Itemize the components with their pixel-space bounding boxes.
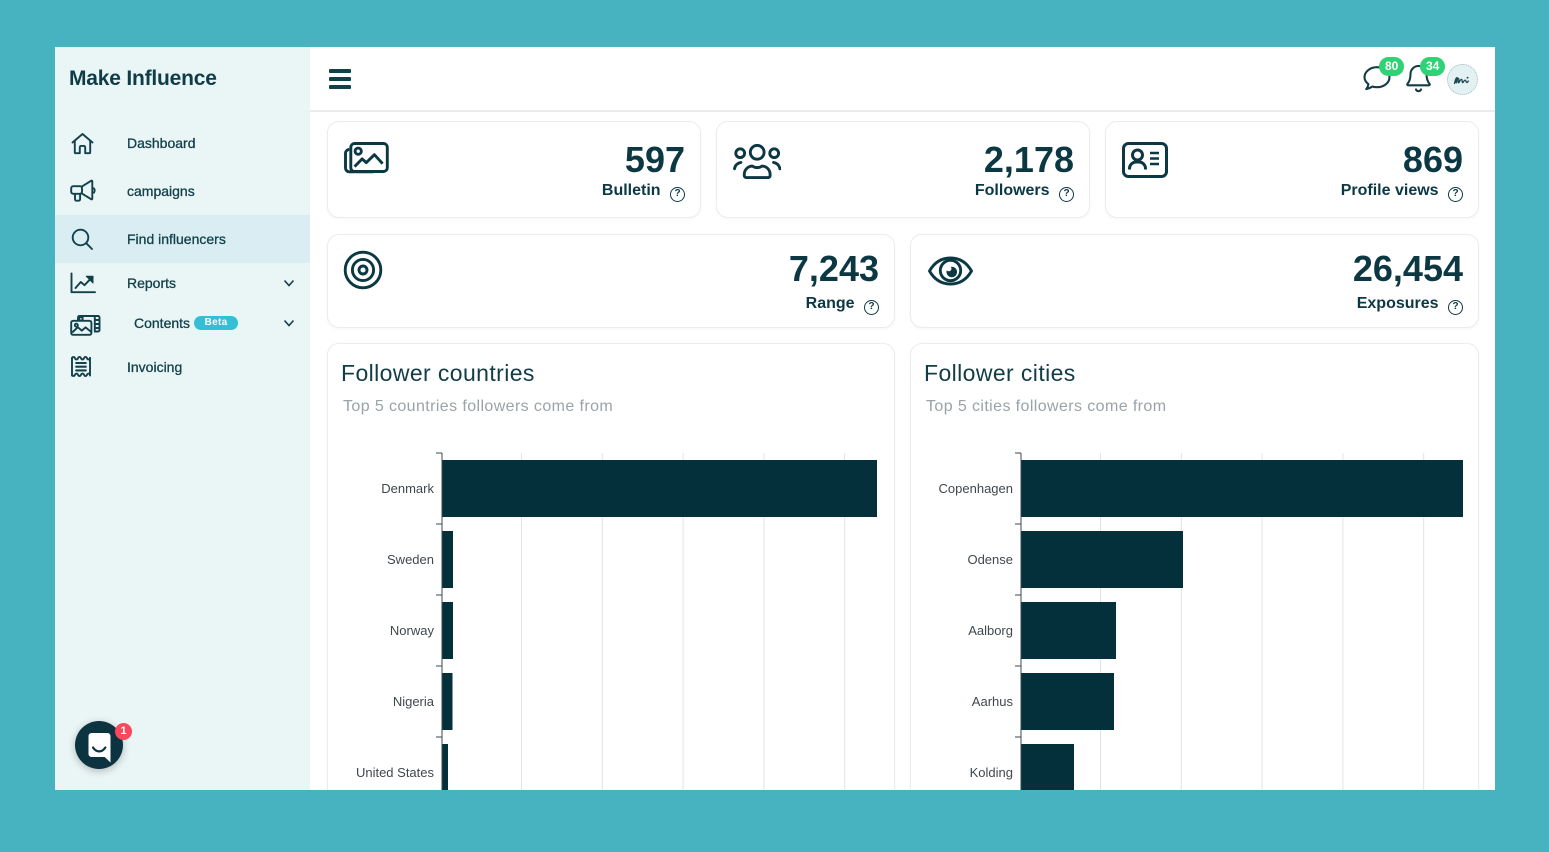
- svg-text:Denmark: Denmark: [381, 481, 434, 496]
- svg-text:Aarhus: Aarhus: [972, 694, 1014, 709]
- svg-text:Norway: Norway: [390, 623, 435, 638]
- svg-text:Copenhagen: Copenhagen: [939, 481, 1013, 496]
- svg-text:Nigeria: Nigeria: [393, 694, 435, 709]
- svg-text:Odense: Odense: [967, 552, 1013, 567]
- svg-text:Sweden: Sweden: [387, 552, 434, 567]
- svg-text:United States: United States: [356, 765, 435, 780]
- svg-text:Kolding: Kolding: [970, 765, 1013, 780]
- svg-text:Aalborg: Aalborg: [968, 623, 1013, 638]
